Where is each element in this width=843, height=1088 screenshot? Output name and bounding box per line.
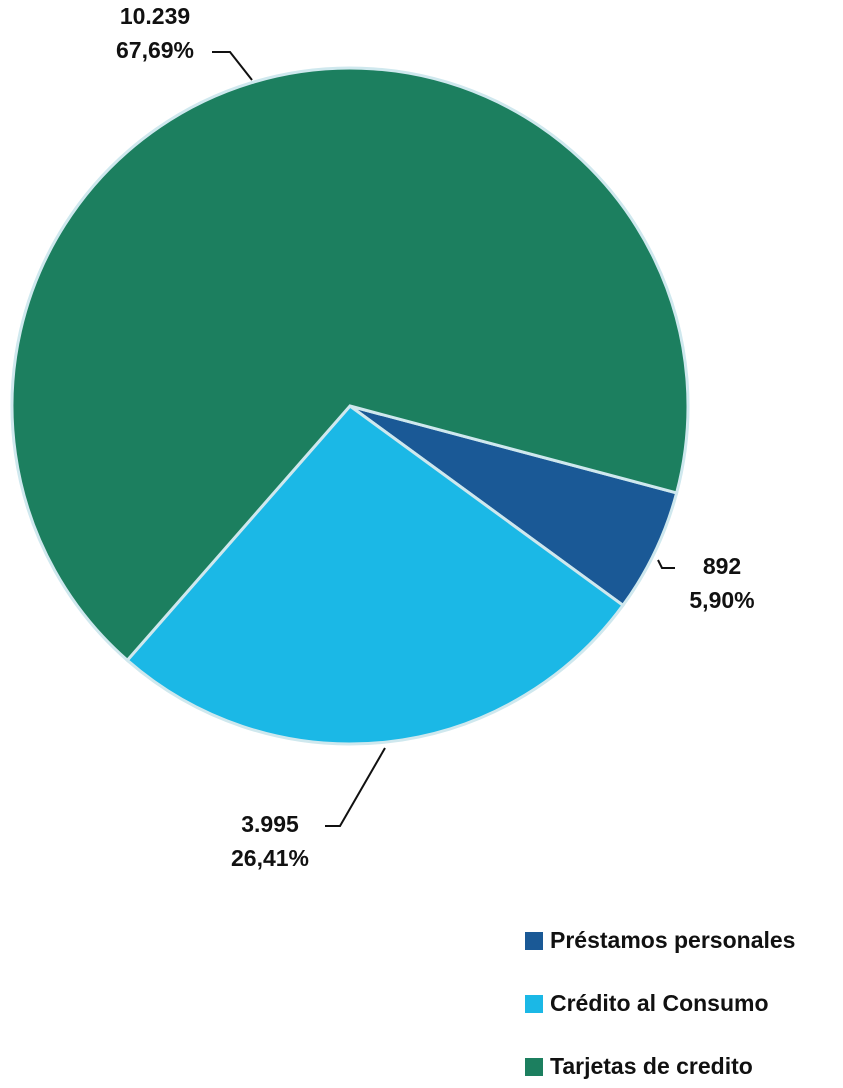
pie-slice [10, 66, 690, 663]
legend-swatch [525, 995, 543, 1013]
percent-label: 5,90% [689, 587, 754, 613]
leader-line [325, 747, 386, 827]
percent-label: 26,41% [231, 845, 309, 871]
legend-label: Tarjetas de credito [550, 1053, 753, 1079]
percent-label: 67,69% [116, 37, 194, 63]
legend-label: Crédito al Consumo [550, 990, 769, 1016]
legend-swatch [525, 932, 543, 950]
legend-swatch [525, 1058, 543, 1076]
leader-line [212, 51, 253, 81]
value-label: 10.239 [120, 3, 190, 29]
pie-slice [125, 403, 626, 746]
value-label: 3.995 [241, 811, 299, 837]
leader-line [657, 559, 675, 569]
value-label: 892 [703, 553, 741, 579]
legend-label: Préstamos personales [550, 927, 795, 953]
pie-slice [349, 404, 679, 608]
